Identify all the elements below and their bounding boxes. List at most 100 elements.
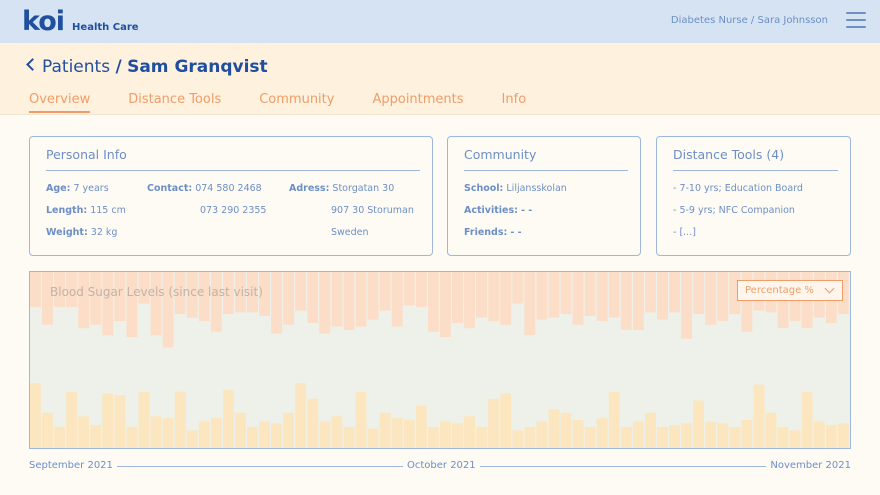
bar-segment-normal[interactable]: [186, 317, 198, 431]
bar-segment-high[interactable]: [102, 272, 114, 336]
bar-segment-normal[interactable]: [729, 314, 741, 427]
bar-segment-normal[interactable]: [355, 326, 367, 392]
bar-segment-high[interactable]: [524, 272, 536, 336]
bar-segment-normal[interactable]: [452, 323, 463, 424]
bar-segment-low[interactable]: [813, 421, 825, 448]
bar-segment-low[interactable]: [717, 423, 729, 448]
bar-segment-high[interactable]: [693, 272, 705, 315]
bar-segment-low[interactable]: [777, 426, 789, 448]
bar-segment-normal[interactable]: [548, 317, 560, 410]
bar-segment-low[interactable]: [825, 425, 837, 448]
bar-segment-high[interactable]: [669, 272, 680, 313]
bar-segment-low[interactable]: [259, 421, 270, 448]
breadcrumb-patients[interactable]: Patients: [42, 57, 111, 77]
bar-segment-low[interactable]: [222, 389, 234, 448]
bar-segment-high[interactable]: [403, 272, 415, 306]
bar-segment-normal[interactable]: [789, 321, 801, 431]
bar-segment-low[interactable]: [78, 416, 90, 448]
bar-segment-normal[interactable]: [777, 328, 789, 427]
bar-segment-low[interactable]: [343, 426, 355, 448]
bar-segment-normal[interactable]: [464, 328, 475, 417]
bar-segment-low[interactable]: [560, 412, 572, 448]
bar-segment-high[interactable]: [78, 272, 90, 329]
bar-segment-normal[interactable]: [66, 307, 78, 392]
bar-segment-low[interactable]: [355, 391, 367, 448]
bar-segment-low[interactable]: [66, 391, 78, 448]
bar-segment-high[interactable]: [440, 272, 451, 338]
bar-segment-low[interactable]: [765, 412, 777, 448]
bar-segment-normal[interactable]: [343, 330, 355, 427]
bar-segment-low[interactable]: [102, 393, 114, 448]
bar-segment-high[interactable]: [114, 272, 126, 322]
bar-segment-low[interactable]: [150, 416, 162, 448]
bar-segment-normal[interactable]: [283, 324, 295, 413]
bar-segment-high[interactable]: [150, 272, 162, 336]
bar-segment-low[interactable]: [283, 412, 295, 448]
bar-segment-low[interactable]: [837, 423, 849, 448]
bar-segment-high[interactable]: [126, 272, 138, 338]
bar-segment-high[interactable]: [295, 272, 307, 311]
bar-segment-normal[interactable]: [632, 330, 644, 422]
bar-segment-normal[interactable]: [114, 321, 126, 396]
bar-segment-normal[interactable]: [174, 314, 186, 392]
bar-segment-normal[interactable]: [657, 319, 668, 427]
bar-segment-normal[interactable]: [705, 324, 717, 422]
bar-segment-low[interactable]: [198, 421, 210, 448]
distance-tool-more[interactable]: - [...]: [673, 227, 696, 238]
bar-segment-low[interactable]: [620, 426, 632, 448]
bar-segment-high[interactable]: [66, 272, 78, 308]
tab-distance-tools[interactable]: Distance Tools: [128, 92, 222, 107]
bar-segment-low[interactable]: [235, 412, 246, 448]
distance-tool-item[interactable]: - 5-9 yrs; NFC Companion: [673, 205, 795, 216]
bar-segment-low[interactable]: [729, 426, 741, 448]
bar-segment-high[interactable]: [331, 272, 343, 327]
bar-segment-normal[interactable]: [259, 316, 270, 422]
bar-segment-low[interactable]: [319, 421, 331, 448]
bar-segment-normal[interactable]: [693, 314, 705, 401]
bar-segment-high[interactable]: [174, 272, 186, 315]
bar-segment-low[interactable]: [271, 423, 283, 448]
bar-segment-high[interactable]: [259, 272, 270, 316]
bar-segment-high[interactable]: [198, 272, 210, 322]
bar-segment-normal[interactable]: [645, 312, 656, 413]
bar-segment-normal[interactable]: [584, 316, 596, 427]
bar-segment-low[interactable]: [427, 426, 439, 448]
bar-segment-low[interactable]: [415, 405, 427, 448]
bar-segment-high[interactable]: [162, 272, 174, 348]
bar-segment-high[interactable]: [657, 272, 668, 320]
bar-segment-normal[interactable]: [825, 323, 837, 426]
bar-segment-normal[interactable]: [741, 331, 753, 420]
bar-segment-normal[interactable]: [681, 338, 693, 424]
bar-segment-normal[interactable]: [427, 331, 439, 427]
bar-segment-normal[interactable]: [476, 317, 488, 427]
bar-segment-normal[interactable]: [162, 347, 174, 419]
contact-phone-2[interactable]: 073 290 2355: [200, 205, 267, 216]
bar-segment-low[interactable]: [632, 421, 644, 448]
bar-segment-high[interactable]: [837, 272, 849, 315]
bar-segment-low[interactable]: [440, 421, 451, 448]
bar-segment-high[interactable]: [705, 272, 717, 325]
bar-segment-normal[interactable]: [717, 321, 729, 424]
bar-segment-low[interactable]: [572, 419, 584, 448]
bar-segment-low[interactable]: [162, 418, 174, 448]
bar-segment-low[interactable]: [801, 391, 813, 448]
bar-segment-low[interactable]: [391, 418, 403, 448]
bar-segment-low[interactable]: [693, 400, 705, 448]
bar-segment-high[interactable]: [608, 272, 620, 318]
bar-segment-normal[interactable]: [440, 337, 451, 422]
bar-segment-high[interactable]: [283, 272, 295, 325]
bar-segment-low[interactable]: [584, 426, 596, 448]
bar-segment-normal[interactable]: [222, 314, 234, 390]
bar-segment-high[interactable]: [54, 272, 65, 308]
bar-segment-low[interactable]: [741, 419, 753, 448]
bar-segment-low[interactable]: [753, 384, 765, 448]
bar-segment-normal[interactable]: [138, 303, 150, 392]
bar-segment-normal[interactable]: [837, 314, 849, 424]
tab-appointments[interactable]: Appointments: [372, 92, 464, 107]
bar-segment-low[interactable]: [657, 426, 668, 448]
bar-segment-low[interactable]: [247, 426, 258, 448]
bar-segment-high[interactable]: [210, 272, 222, 332]
bar-segment-normal[interactable]: [536, 319, 548, 422]
bar-segment-high[interactable]: [560, 272, 572, 315]
bar-segment-high[interactable]: [596, 272, 608, 322]
